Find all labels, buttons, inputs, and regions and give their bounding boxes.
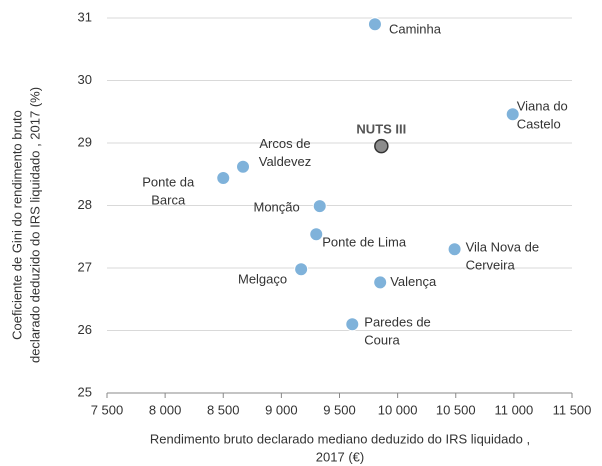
point (294, 262, 309, 277)
y-tick-label: 29 (78, 134, 92, 149)
point (367, 17, 382, 32)
x-tick-label: 8 000 (149, 402, 182, 417)
x-tick-label: 9 000 (265, 402, 298, 417)
point-label: Monção (253, 200, 299, 215)
point (216, 171, 231, 185)
x-tick-label: 10 000 (378, 402, 418, 417)
x-tick-label: 11 500 (553, 402, 592, 417)
x-tick-label: 8 500 (207, 402, 240, 417)
point (309, 227, 324, 242)
y-axis-title: Coeficiente de Gini do rendimento bruto (9, 110, 24, 340)
y-tick-label: 27 (78, 259, 92, 274)
point (236, 159, 251, 174)
point-label: Castelo (517, 117, 561, 132)
point-label: Barca (151, 192, 186, 207)
point (373, 275, 388, 290)
point-label: Coura (364, 333, 400, 348)
point-label: Cerveira (466, 258, 516, 273)
x-tick-label: 7 500 (91, 402, 124, 417)
y-tick-label: 26 (78, 322, 92, 337)
point-label: Viana do (517, 99, 568, 114)
y-tick-label: 30 (78, 72, 92, 87)
x-tick-label: 10 500 (436, 402, 476, 417)
point-label: Ponte de Lima (322, 235, 407, 250)
point (345, 317, 360, 332)
point-label: Melgaço (238, 272, 287, 287)
point (374, 138, 389, 154)
y-tick-label: 25 (78, 384, 92, 399)
x-tick-label: 9 500 (323, 402, 356, 417)
point (447, 242, 462, 257)
x-tick-label: 11 000 (494, 402, 533, 417)
x-axis-title: 2017 (€) (316, 449, 364, 464)
point (312, 199, 327, 214)
point (505, 107, 520, 122)
x-axis-title: Rendimento bruto declarado mediano deduz… (150, 431, 530, 446)
point-label: Arcos de (259, 136, 310, 151)
point-label: Ponte da (142, 174, 195, 189)
point-label: Valença (390, 274, 437, 289)
y-axis-title: declarado deduzido do IRS liquidado , 20… (27, 87, 42, 363)
point-label: Valdevez (259, 154, 312, 169)
point-label: Caminha (389, 22, 442, 37)
point-label: NUTS III (356, 122, 406, 137)
y-tick-label: 31 (78, 9, 92, 24)
point-label: Vila Nova de (466, 240, 539, 255)
y-tick-label: 28 (78, 197, 92, 212)
point-label: Paredes de (364, 315, 431, 330)
